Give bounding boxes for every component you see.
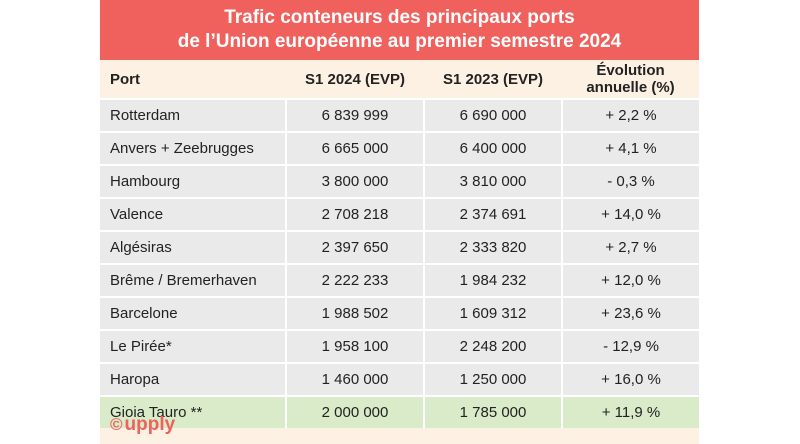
column-header-s1-2023: S1 2023 (EVP) (424, 60, 562, 99)
cell-evolution: + 16,0 % (561, 362, 699, 396)
cell-s1-2024: 2 222 233 (285, 263, 424, 297)
cell-evolution: - 0,3 % (561, 164, 699, 198)
cell-s1-2023: 3 810 000 (423, 164, 562, 198)
table-row: Le Pirée* 1 958 100 2 248 200 - 12,9 % (100, 329, 699, 363)
cell-evolution: + 2,2 % (561, 98, 699, 132)
table-row: Hambourg 3 800 000 3 810 000 - 0,3 % (100, 164, 699, 198)
copyright-icon: © (110, 415, 123, 434)
cell-evolution: + 23,6 % (561, 296, 699, 330)
page-title: Trafic conteneurs des principaux ports d… (100, 0, 699, 60)
table-header-row: Port S1 2024 (EVP) S1 2023 (EVP) Évoluti… (100, 60, 699, 99)
cell-evolution: + 12,0 % (561, 263, 699, 297)
column-header-s1-2024: S1 2024 (EVP) (286, 60, 424, 99)
title-line-1: Trafic conteneurs des principaux ports (224, 7, 575, 28)
table-row: Barcelone 1 988 502 1 609 312 + 23,6 % (100, 296, 699, 330)
cell-s1-2023: 2 248 200 (423, 329, 562, 363)
logo-text: upply (124, 414, 176, 435)
cell-evolution: + 11,9 % (561, 395, 699, 428)
cell-s1-2024: 3 800 000 (285, 164, 424, 198)
table-row-highlighted: Gioia Tauro ** 2 000 000 1 785 000 + 11,… (100, 395, 699, 428)
column-header-evolution: Évolution annuelle (%) (562, 60, 699, 99)
cell-s1-2024: 2 000 000 (285, 395, 424, 428)
cell-port: Brême / Bremerhaven (100, 263, 286, 297)
cell-port: Valence (100, 197, 286, 231)
cell-s1-2024: 1 988 502 (285, 296, 424, 330)
table-row: Haropa 1 460 000 1 250 000 + 16,0 % (100, 362, 699, 396)
cell-evolution: + 14,0 % (561, 197, 699, 231)
ports-table: Port S1 2024 (EVP) S1 2023 (EVP) Évoluti… (100, 60, 699, 428)
table-row: Valence 2 708 218 2 374 691 + 14,0 % (100, 197, 699, 231)
cell-s1-2023: 2 333 820 (423, 230, 562, 264)
cell-s1-2023: 2 374 691 (423, 197, 562, 231)
table-row: Rotterdam 6 839 999 6 690 000 + 2,2 % (100, 98, 699, 132)
table-row: Brême / Bremerhaven 2 222 233 1 984 232 … (100, 263, 699, 297)
cell-s1-2024: 2 708 218 (285, 197, 424, 231)
cell-evolution: + 2,7 % (561, 230, 699, 264)
table-body: Rotterdam 6 839 999 6 690 000 + 2,2 % An… (100, 98, 699, 428)
table-row: Algésiras 2 397 650 2 333 820 + 2,7 % (100, 230, 699, 264)
cell-port: Hambourg (100, 164, 286, 198)
column-header-evolution-label: Évolution annuelle (%) (586, 62, 675, 96)
cell-port: Haropa (100, 362, 286, 396)
table-card: Trafic conteneurs des principaux ports d… (100, 0, 699, 444)
cell-s1-2023: 6 690 000 (423, 98, 562, 132)
upply-logo: © upply (110, 412, 175, 438)
cell-evolution: - 12,9 % (561, 329, 699, 363)
cell-s1-2024: 6 665 000 (285, 131, 424, 165)
cell-port: Rotterdam (100, 98, 286, 132)
cell-s1-2023: 1 984 232 (423, 263, 562, 297)
cell-s1-2023: 1 609 312 (423, 296, 562, 330)
cell-s1-2023: 6 400 000 (423, 131, 562, 165)
title-line-2: de l’Union européenne au premier semestr… (177, 31, 622, 52)
cell-s1-2024: 2 397 650 (285, 230, 424, 264)
column-header-port: Port (100, 60, 286, 99)
cell-s1-2024: 6 839 999 (285, 98, 424, 132)
table-row: Anvers + Zeebrugges 6 665 000 6 400 000 … (100, 131, 699, 165)
cell-evolution: + 4,1 % (561, 131, 699, 165)
cell-port: Gioia Tauro ** (100, 395, 286, 428)
cell-port: Barcelone (100, 296, 286, 330)
cell-s1-2023: 1 785 000 (423, 395, 562, 428)
cell-s1-2023: 1 250 000 (423, 362, 562, 396)
cell-port: Le Pirée* (100, 329, 286, 363)
cell-s1-2024: 1 958 100 (285, 329, 424, 363)
cell-port: Algésiras (100, 230, 286, 264)
cell-port: Anvers + Zeebrugges (100, 131, 286, 165)
cell-s1-2024: 1 460 000 (285, 362, 424, 396)
